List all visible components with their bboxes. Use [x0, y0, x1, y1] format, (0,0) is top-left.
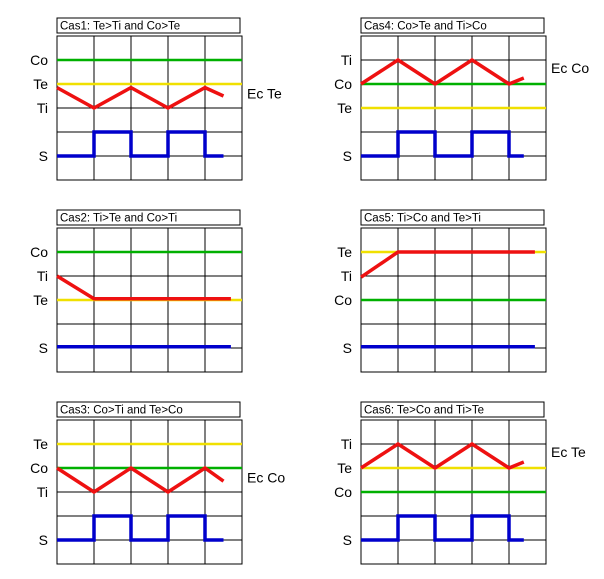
- panel-5-title-box: [56, 401, 241, 418]
- panel-6-label-s: S: [343, 532, 352, 548]
- panel-2-label-co: Co: [334, 76, 352, 92]
- panel-5-ec-label: Ec Co: [247, 469, 285, 485]
- panel-6-label-ti: Ti: [341, 436, 352, 452]
- panel-5-label-s: S: [39, 532, 48, 548]
- panel-4-label-ti: Ti: [341, 268, 352, 284]
- panel-6-ec-label: Ec Te: [551, 444, 586, 460]
- panel-3-label-te: Te: [33, 292, 48, 308]
- panel-6-blue-signal: [361, 514, 524, 542]
- panel-2-title-box: [360, 17, 545, 34]
- panel-1-blue-signal: [57, 130, 224, 158]
- panel-1-red-signal: [56, 85, 225, 110]
- panel-4-title-box: [360, 209, 545, 226]
- panel-2-blue-signal: [361, 130, 524, 158]
- panel-4-label-s: S: [343, 340, 352, 356]
- panel-5-label-ti: Ti: [37, 484, 48, 500]
- panel-6-title-box: [360, 401, 545, 418]
- panel-6-title: Cas6: Te>Co and Ti>Te: [364, 405, 484, 417]
- panel-2-label-te: Te: [337, 100, 352, 116]
- panel-4-red-signal: [360, 250, 535, 279]
- panel-3-label-ti: Ti: [37, 268, 48, 284]
- panel-5-title: Cas3: Co>Ti and Te>Co: [60, 405, 183, 417]
- panel-2-red-signal: [360, 57, 525, 87]
- panel-5-red-signal: [56, 465, 225, 495]
- panel-1-title: Cas1: Te>Ti and Co>Te: [60, 21, 180, 33]
- panel-4-title: Cas5: Ti>Co and Te>Ti: [364, 213, 481, 225]
- panel-6-red-signal: [360, 441, 525, 471]
- panel-6-label-te: Te: [337, 460, 352, 476]
- panel-3-label-co: Co: [30, 244, 48, 260]
- panel-1-label-co: Co: [30, 52, 48, 68]
- panel-2-ec-label: Ec Co: [551, 60, 589, 76]
- panel-2-label-s: S: [343, 148, 352, 164]
- panel-2-title: Cas4: Co>Te and Ti>Co: [364, 21, 487, 33]
- panel-1-ec-label: Ec Te: [247, 85, 282, 101]
- panel-3-label-s: S: [39, 340, 48, 356]
- panel-1-label-s: S: [39, 148, 48, 164]
- panel-3-red-signal: [56, 274, 231, 301]
- panel-3-title-box: [56, 209, 241, 226]
- panel-1-label-ti: Ti: [37, 100, 48, 116]
- panel-5-blue-signal: [57, 514, 224, 542]
- panel-4-label-co: Co: [334, 292, 352, 308]
- panel-1-label-te: Te: [33, 76, 48, 92]
- panel-3-title: Cas2: Ti>Te and Co>Ti: [60, 213, 177, 225]
- panel-1-title-box: [56, 17, 241, 34]
- panel-5-label-co: Co: [30, 460, 48, 476]
- panel-6-label-co: Co: [334, 484, 352, 500]
- panel-4-label-te: Te: [337, 244, 352, 260]
- panel-5-label-te: Te: [33, 436, 48, 452]
- panel-2-label-ti: Ti: [341, 52, 352, 68]
